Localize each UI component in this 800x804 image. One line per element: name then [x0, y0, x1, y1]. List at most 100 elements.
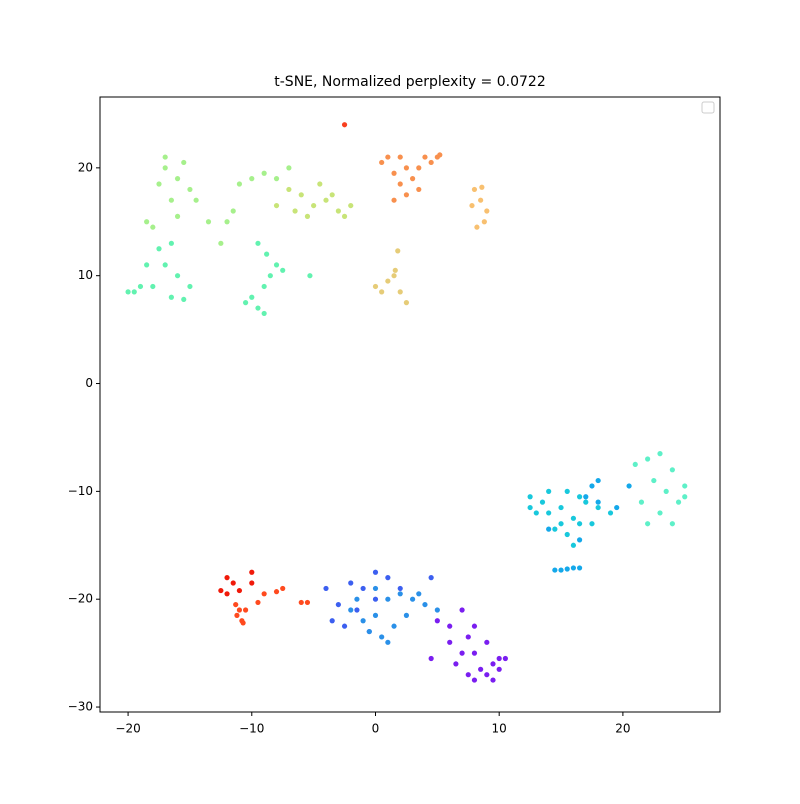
- point: [286, 165, 292, 171]
- point: [471, 623, 478, 629]
- point: [434, 618, 440, 624]
- point: [379, 159, 385, 166]
- point: [218, 240, 224, 246]
- point: [144, 262, 150, 268]
- point: [162, 165, 168, 171]
- point: [341, 122, 348, 128]
- point: [428, 655, 434, 662]
- point: [385, 278, 391, 284]
- point: [465, 634, 471, 640]
- point: [576, 537, 583, 543]
- point: [533, 510, 539, 516]
- point: [385, 596, 391, 602]
- point: [434, 607, 440, 613]
- point: [335, 601, 341, 608]
- point: [397, 181, 403, 187]
- point: [292, 208, 298, 214]
- point: [583, 494, 589, 500]
- point: [539, 499, 546, 505]
- point: [181, 296, 187, 303]
- legend: [701, 101, 715, 114]
- point: [242, 300, 249, 306]
- point: [391, 170, 397, 176]
- point: [255, 305, 261, 311]
- point: [459, 650, 465, 656]
- point: [264, 251, 270, 257]
- point: [273, 176, 280, 182]
- point: [397, 154, 403, 160]
- point: [397, 585, 403, 592]
- point: [230, 208, 236, 214]
- point: [162, 262, 168, 268]
- point: [137, 283, 144, 290]
- point: [607, 510, 614, 516]
- x-tick-label: 10: [492, 722, 507, 736]
- point: [224, 575, 230, 581]
- y-tick-label: −20: [68, 592, 93, 606]
- point: [645, 521, 651, 527]
- point: [131, 289, 137, 295]
- point: [564, 566, 570, 572]
- point: [205, 219, 212, 225]
- point: [657, 451, 663, 457]
- y-tick-label: 0: [85, 376, 93, 390]
- point: [564, 531, 570, 538]
- point: [459, 607, 465, 613]
- point: [675, 499, 682, 505]
- point: [422, 601, 428, 608]
- point: [174, 176, 181, 182]
- point: [236, 607, 243, 613]
- point: [669, 467, 675, 473]
- point: [385, 575, 391, 581]
- point: [589, 521, 595, 527]
- point: [261, 170, 267, 176]
- point: [233, 601, 239, 608]
- point: [261, 591, 267, 597]
- point: [348, 202, 354, 209]
- point: [564, 488, 570, 494]
- point: [156, 181, 162, 187]
- point: [437, 152, 443, 158]
- point: [570, 565, 577, 571]
- point: [552, 526, 558, 532]
- point: [323, 585, 329, 592]
- point: [663, 488, 669, 494]
- point: [242, 607, 249, 613]
- point: [261, 283, 267, 290]
- point: [341, 623, 348, 629]
- y-tick-label: 10: [78, 268, 93, 282]
- point: [273, 262, 280, 268]
- point: [632, 461, 638, 468]
- point: [298, 599, 304, 606]
- point: [391, 273, 397, 279]
- point: [224, 219, 230, 225]
- x-tick-label: −20: [115, 722, 140, 736]
- point: [546, 488, 552, 494]
- point: [317, 181, 323, 187]
- point: [403, 300, 410, 306]
- point: [329, 192, 335, 198]
- point: [372, 596, 379, 602]
- point: [409, 176, 416, 182]
- point: [392, 267, 398, 273]
- point: [479, 184, 485, 190]
- point: [527, 494, 533, 500]
- point: [181, 159, 187, 166]
- point: [298, 192, 304, 198]
- point: [360, 585, 366, 592]
- point: [589, 483, 595, 489]
- x-tick-label: 0: [372, 722, 380, 736]
- point: [397, 591, 403, 597]
- point: [416, 591, 422, 597]
- point: [360, 618, 366, 624]
- point: [576, 521, 583, 527]
- point: [478, 197, 484, 203]
- point: [125, 289, 131, 295]
- point: [546, 526, 552, 532]
- point: [474, 224, 480, 230]
- point: [638, 499, 645, 505]
- y-tick-label: −10: [68, 484, 93, 498]
- point: [249, 580, 255, 586]
- point: [682, 494, 688, 500]
